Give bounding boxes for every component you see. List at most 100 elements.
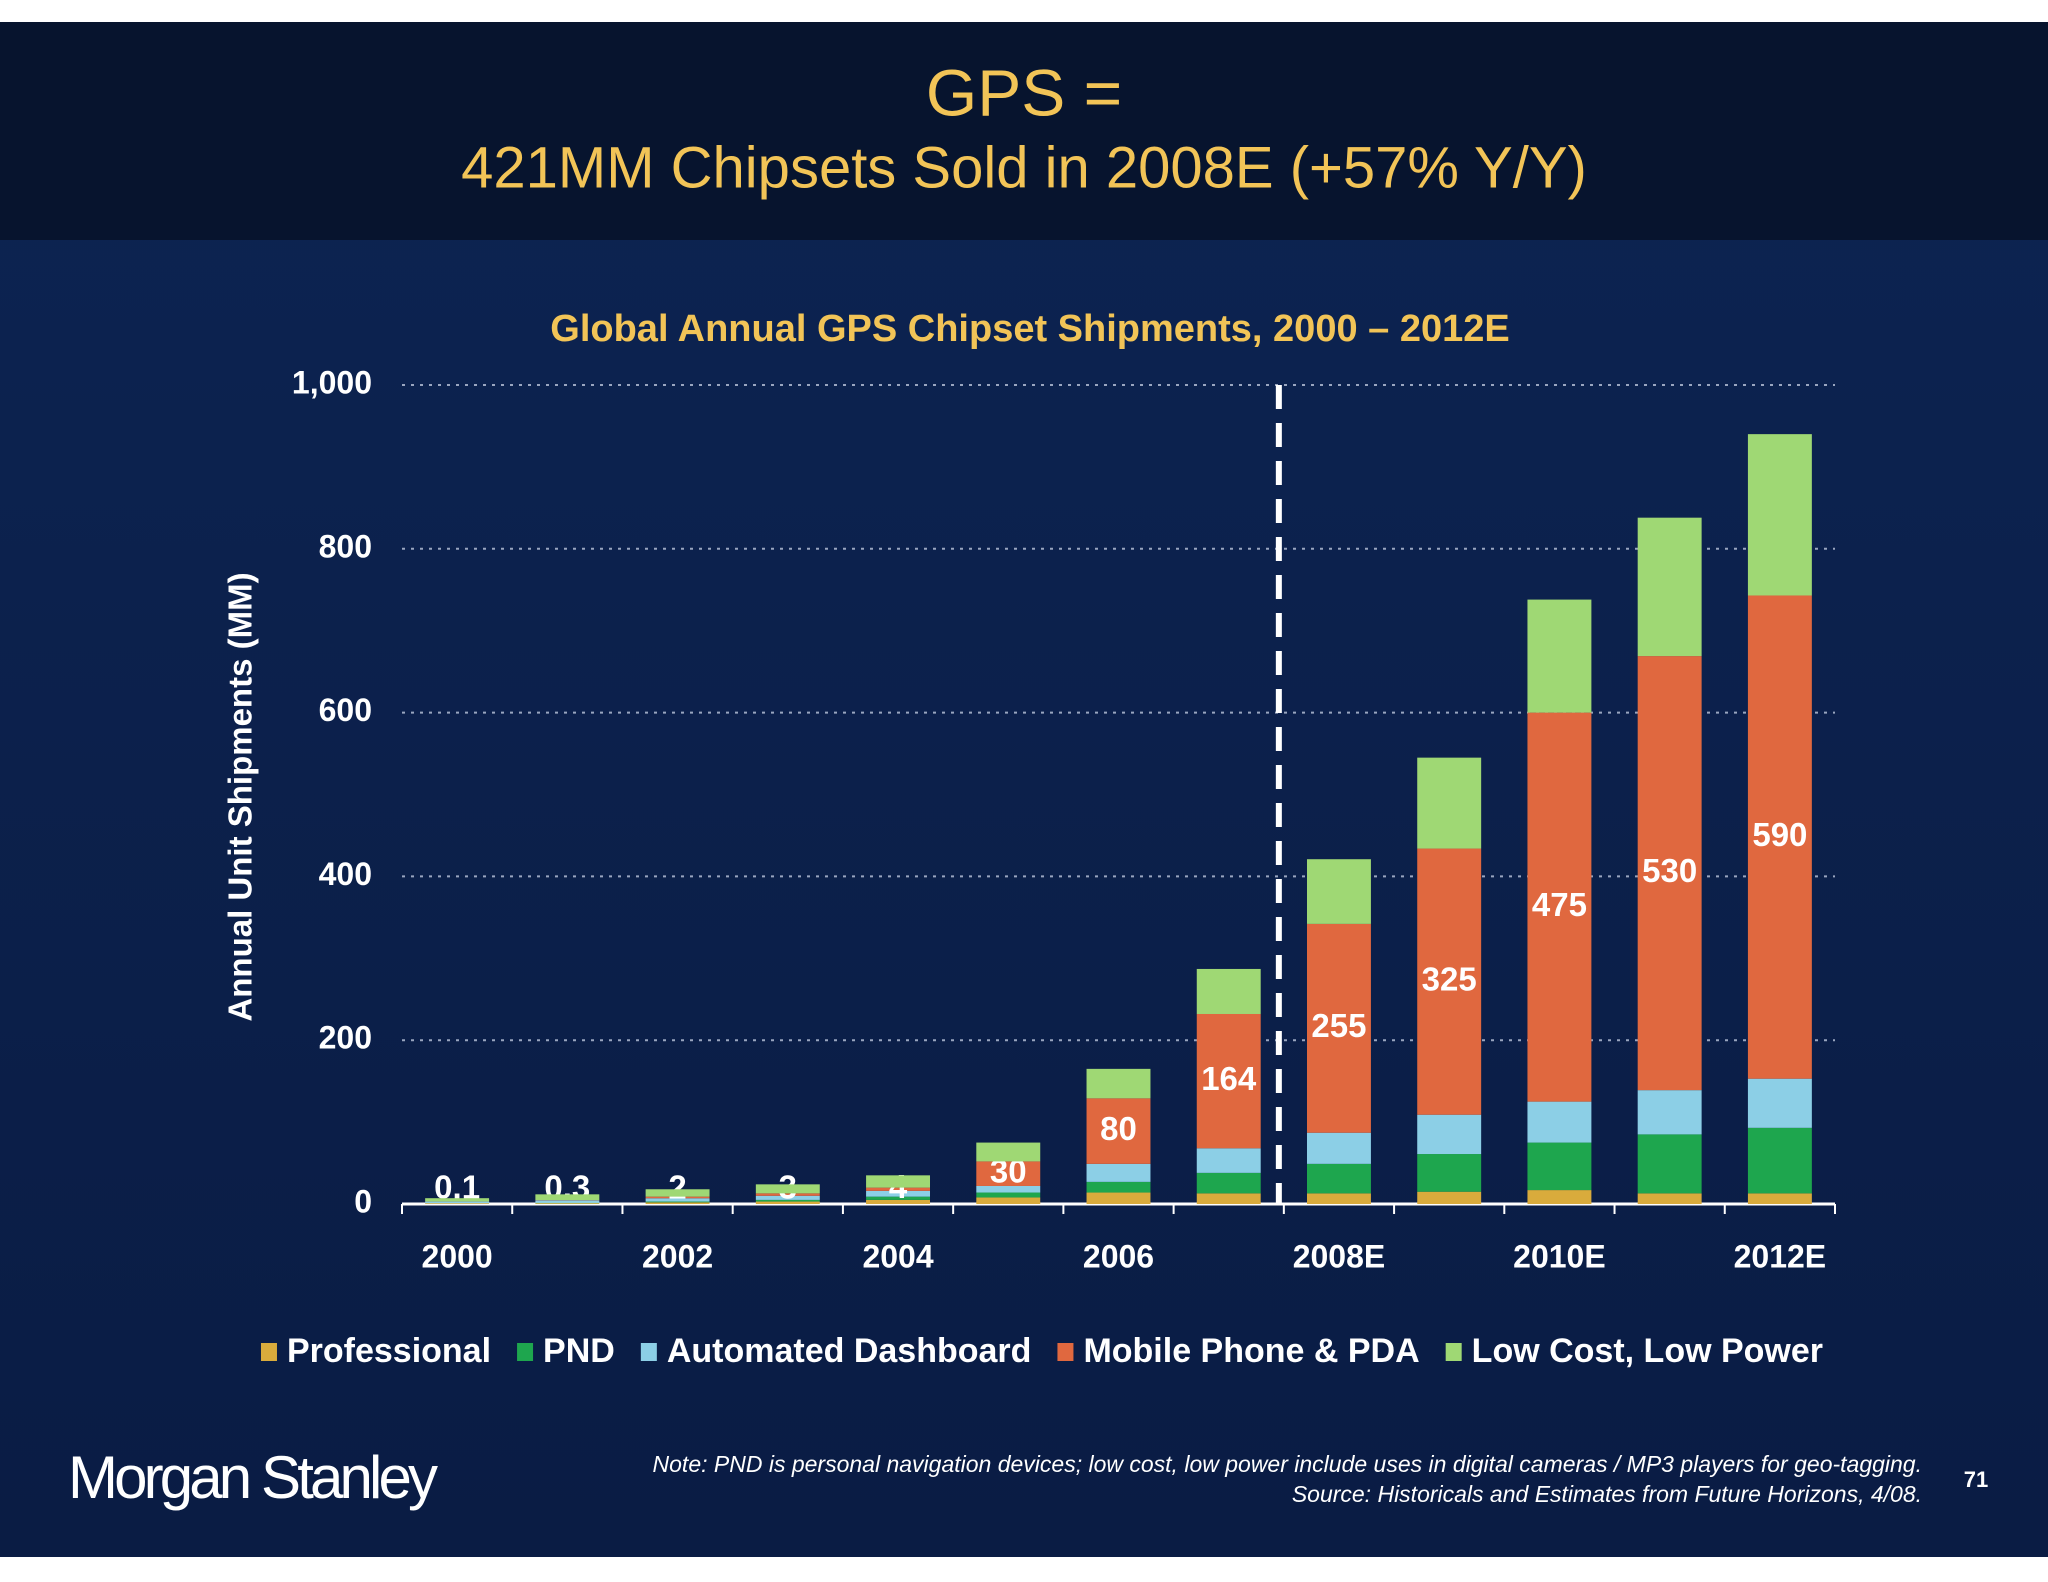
- bar-segment: [1527, 712, 1592, 1102]
- bar-segment: [1417, 848, 1482, 1115]
- legend-swatch: [517, 1343, 534, 1361]
- source: Source: Historicals and Estimates from F…: [1292, 1481, 1922, 1507]
- bar-segment: [1417, 1191, 1482, 1204]
- bar-segment: [425, 1203, 490, 1204]
- bar-segment: [425, 1201, 490, 1204]
- page-number: 71: [1964, 1467, 1988, 1492]
- bar-segment: [1637, 517, 1702, 657]
- bar-segment: [535, 1200, 600, 1203]
- bar-segment: [425, 1198, 490, 1202]
- bar-segment: [1196, 1013, 1261, 1149]
- data-label: 2: [668, 1169, 686, 1206]
- x-tick-label: 2008E: [1293, 1238, 1386, 1274]
- data-label: 530: [1642, 852, 1697, 889]
- bar-segment: [755, 1193, 820, 1196]
- y-tick-label: 200: [319, 1020, 372, 1056]
- bar-segment: [1086, 1192, 1151, 1204]
- bar-segment: [1306, 923, 1371, 1133]
- bar-segment: [755, 1195, 820, 1200]
- x-tick-label: 2000: [422, 1238, 493, 1274]
- bar-segment: [1747, 1127, 1812, 1194]
- bar-segment: [755, 1201, 820, 1204]
- bar-segment: [1417, 1114, 1482, 1155]
- bar-segment: [1747, 434, 1812, 596]
- bar-segment: [866, 1190, 931, 1197]
- slide-background: [0, 22, 2048, 1557]
- bar-segment: [1417, 757, 1482, 849]
- data-label: 590: [1752, 816, 1807, 853]
- bar-segment: [645, 1201, 710, 1203]
- bar-segment: [866, 1175, 931, 1188]
- data-label: 164: [1201, 1060, 1257, 1097]
- logo: Morgan Stanley: [68, 1444, 438, 1511]
- bar-segment: [1527, 599, 1592, 713]
- bar-segment: [755, 1184, 820, 1194]
- bar-segment: [976, 1185, 1041, 1193]
- bar-segment: [755, 1199, 820, 1202]
- y-tick-label: 600: [319, 692, 372, 728]
- legend-swatch: [1445, 1343, 1462, 1361]
- bar-segment: [866, 1196, 931, 1200]
- footnote: Note: PND is personal navigation devices…: [653, 1451, 1922, 1477]
- y-tick-label: 1,000: [292, 364, 372, 400]
- y-tick-label: 0: [354, 1183, 372, 1219]
- x-tick-label: 2006: [1083, 1238, 1154, 1274]
- chart-title: Global Annual GPS Chipset Shipments, 200…: [550, 308, 1509, 350]
- bar-segment: [1747, 1078, 1812, 1128]
- bar-segment: [645, 1189, 710, 1197]
- bar-segment: [1306, 859, 1371, 924]
- bar-segment: [1527, 1190, 1592, 1204]
- data-label: 80: [1100, 1110, 1137, 1147]
- bar-segment: [645, 1202, 710, 1204]
- x-tick-label: 2002: [642, 1238, 713, 1274]
- bar-segment: [1306, 1163, 1371, 1194]
- bar-segment: [976, 1192, 1041, 1198]
- bar-segment: [1747, 1193, 1812, 1204]
- bar-segment: [1527, 1142, 1592, 1191]
- bar-segment: [1196, 1148, 1261, 1173]
- bar-segment: [1747, 595, 1812, 1079]
- legend-swatch: [640, 1343, 657, 1361]
- data-label: 325: [1422, 960, 1477, 997]
- legend-label: PND: [543, 1332, 615, 1370]
- bar-segment: [1637, 1193, 1702, 1204]
- legend-label: Low Cost, Low Power: [1472, 1332, 1823, 1370]
- y-tick-label: 800: [319, 528, 372, 564]
- x-tick-label: 2012E: [1734, 1238, 1827, 1274]
- bar-segment: [1417, 1154, 1482, 1192]
- slide-title: GPS =: [926, 55, 1122, 129]
- bar-segment: [645, 1196, 710, 1199]
- x-tick-label: 2010E: [1513, 1238, 1606, 1274]
- y-axis-label: Annual Unit Shipments (MM): [222, 572, 259, 1021]
- bar-segment: [1306, 1132, 1371, 1164]
- bar-segment: [1086, 1181, 1151, 1193]
- legend-label: Professional: [287, 1332, 491, 1370]
- bar-segment: [1527, 1101, 1592, 1143]
- data-label: 255: [1311, 1007, 1366, 1044]
- bar-segment: [1637, 1090, 1702, 1135]
- bar-segment: [645, 1198, 710, 1202]
- data-label: 0.3: [544, 1169, 590, 1206]
- bar-segment: [1306, 1193, 1371, 1204]
- bar-segment: [976, 1142, 1041, 1162]
- header-band: [0, 22, 2048, 240]
- bar-segment: [1086, 1098, 1151, 1164]
- bar-segment: [1196, 1193, 1261, 1204]
- bar-segment: [535, 1194, 600, 1201]
- bar-segment: [1196, 968, 1261, 1014]
- bar-segment: [1637, 1134, 1702, 1194]
- bar-segment: [1086, 1068, 1151, 1099]
- legend-swatch: [260, 1343, 277, 1361]
- bar-segment: [1196, 1172, 1261, 1194]
- x-tick-label: 2004: [862, 1238, 933, 1274]
- bar-segment: [866, 1199, 931, 1204]
- bar-segment: [1637, 656, 1702, 1091]
- legend-swatch: [1057, 1343, 1074, 1361]
- data-label: 475: [1532, 886, 1587, 923]
- bar-segment: [976, 1197, 1041, 1204]
- legend-label: Automated Dashboard: [667, 1332, 1032, 1370]
- legend-label: Mobile Phone & PDA: [1083, 1332, 1419, 1370]
- y-tick-label: 400: [319, 856, 372, 892]
